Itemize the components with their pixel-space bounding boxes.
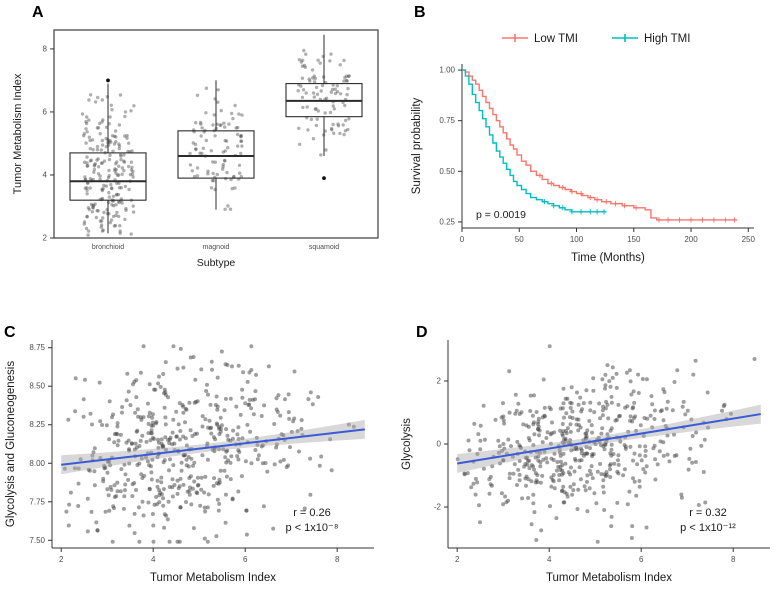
- svg-text:0: 0: [437, 440, 442, 449]
- svg-text:2: 2: [43, 234, 48, 243]
- glycolysis-gluconeogenesis-scatter-chart: 2 4 6 8 7.50 7.75 8.00 8.25 8.50 8.75 r = 0.26 p < …: [5, 340, 374, 584]
- svg-text:r = 0.26: r = 0.26: [293, 507, 331, 519]
- svg-text:Survival probability: Survival probability: [411, 97, 423, 194]
- svg-text:Tumor Metabolism Index: Tumor Metabolism Index: [150, 572, 276, 584]
- svg-text:p = 0.0019: p = 0.0019: [476, 209, 526, 221]
- svg-text:50: 50: [515, 235, 524, 244]
- svg-text:8: 8: [43, 44, 48, 53]
- svg-text:8.00: 8.00: [29, 459, 45, 468]
- svg-text:1.00: 1.00: [439, 66, 455, 75]
- panel-b-survival: B Low TMI High TMI 0 50 100 150 200 250 0.25 0.50…: [398, 2, 780, 302]
- svg-text:8: 8: [731, 555, 736, 564]
- svg-text:200: 200: [684, 235, 698, 244]
- svg-text:Subtype: Subtype: [197, 257, 236, 269]
- svg-text:0.25: 0.25: [439, 217, 455, 226]
- svg-text:p < 1x10⁻¹²: p < 1x10⁻¹²: [680, 522, 736, 534]
- panel-b-label: B: [414, 4, 426, 21]
- svg-text:Time (Months): Time (Months): [571, 252, 645, 264]
- glycolysis-scatter-chart: 2 4 6 8 -2 0 2 r = 0.32 p < 1x10⁻¹² Tumor Metabol…: [401, 340, 770, 584]
- panel-a-label: A: [32, 4, 44, 21]
- svg-text:Tumor Metabolism Index: Tumor Metabolism Index: [546, 572, 672, 584]
- svg-text:6: 6: [243, 555, 248, 564]
- svg-text:magnoid: magnoid: [203, 244, 230, 251]
- svg-text:4: 4: [547, 555, 552, 564]
- svg-text:p < 1x10⁻⁸: p < 1x10⁻⁸: [286, 522, 339, 534]
- svg-text:7.75: 7.75: [29, 497, 45, 506]
- svg-text:-2: -2: [434, 503, 442, 512]
- svg-text:8.75: 8.75: [29, 343, 45, 352]
- svg-text:Glycolysis and Gluconeogenesis: Glycolysis and Gluconeogenesis: [5, 361, 17, 527]
- svg-text:Low TMI: Low TMI: [534, 33, 578, 45]
- panel-c-scatter: C 2 4 6 8 7.50 7.75 8.00 8.25 8.50 8.75 r = 0.26 p …: [0, 316, 390, 608]
- svg-text:Glycolysis: Glycolysis: [401, 418, 413, 470]
- svg-text:6: 6: [639, 555, 644, 564]
- panel-d-label: D: [416, 324, 428, 341]
- panel-a-boxplot: A 2 4 6 8 bronchioid magnoid squamoid Subtype Tu…: [8, 2, 390, 302]
- svg-text:8.25: 8.25: [29, 420, 45, 429]
- svg-text:Tumor Metabolism Index: Tumor Metabolism Index: [12, 73, 24, 194]
- svg-text:2: 2: [455, 555, 460, 564]
- svg-text:4: 4: [43, 170, 48, 179]
- svg-text:150: 150: [627, 235, 641, 244]
- svg-text:8.50: 8.50: [29, 382, 45, 391]
- svg-text:bronchioid: bronchioid: [92, 244, 124, 251]
- svg-text:r = 0.32: r = 0.32: [689, 507, 727, 519]
- svg-text:2: 2: [59, 555, 64, 564]
- svg-text:100: 100: [570, 235, 584, 244]
- svg-text:0: 0: [460, 235, 465, 244]
- tmi-by-subtype-boxplot-chart: 2 4 6 8 bronchioid magnoid squamoid Subtype Tumo…: [12, 29, 379, 269]
- svg-text:8: 8: [335, 555, 340, 564]
- svg-text:250: 250: [742, 235, 756, 244]
- svg-text:4: 4: [151, 555, 156, 564]
- svg-text:7.50: 7.50: [29, 536, 45, 545]
- svg-text:squamoid: squamoid: [309, 244, 339, 251]
- panel-d-scatter: D 2 4 6 8 -2 0 2 r = 0.32 p < 1x10⁻¹² Tumor Metab…: [396, 316, 782, 608]
- panel-c-label: C: [4, 324, 16, 341]
- svg-text:2: 2: [437, 376, 442, 385]
- svg-text:High TMI: High TMI: [644, 33, 690, 45]
- svg-text:0.75: 0.75: [439, 116, 455, 125]
- kaplan-meier-survival-chart: Low TMI High TMI 0 50 100 150 200 250 0.25 0.50 0.…: [411, 33, 756, 264]
- svg-text:0.50: 0.50: [439, 167, 455, 176]
- svg-text:6: 6: [43, 107, 48, 116]
